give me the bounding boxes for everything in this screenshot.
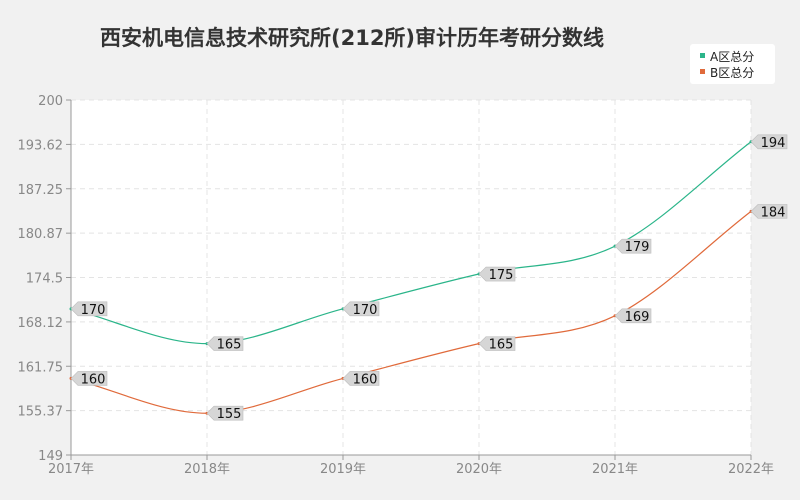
data-label: 165	[489, 338, 514, 353]
data-label-box	[750, 204, 788, 219]
legend-swatch	[700, 53, 705, 58]
data-label: 184	[761, 205, 786, 220]
y-tick-label: 180.87	[18, 227, 64, 242]
x-tick-label: 2019年	[320, 462, 366, 477]
data-label: 179	[625, 240, 650, 255]
data-label-box	[478, 336, 516, 351]
data-label-box	[750, 134, 788, 150]
y-tick-label: 200	[38, 94, 63, 109]
x-tick-label: 2017年	[48, 462, 94, 477]
series-line-a	[70, 141, 752, 345]
data-label-box	[206, 336, 244, 351]
legend-label: B区总分	[710, 66, 754, 80]
data-label: 169	[625, 310, 650, 325]
x-tick-label: 2021年	[592, 462, 638, 477]
data-label-box	[342, 371, 380, 386]
chart-title: 西安机电信息技术研究所(212所)审计历年考研分数线	[100, 26, 605, 50]
y-tick-label: 193.62	[18, 138, 64, 153]
data-label: 160	[81, 372, 106, 387]
legend-label: A区总分	[710, 50, 754, 64]
data-label-box	[70, 371, 108, 386]
legend-box	[690, 44, 775, 84]
data-label-box	[614, 308, 652, 324]
data-label: 155	[217, 407, 242, 422]
y-tick-label: 149	[38, 449, 63, 464]
x-tick-label: 2018年	[184, 462, 230, 477]
y-tick-label: 187.25	[18, 183, 64, 198]
data-label-box	[478, 266, 516, 282]
x-tick-label: 2020年	[456, 462, 502, 477]
data-label: 160	[353, 372, 378, 387]
data-label: 170	[353, 303, 378, 318]
y-tick-label: 168.12	[18, 316, 64, 331]
data-label-box	[206, 405, 244, 421]
data-label: 194	[761, 136, 786, 151]
data-label: 175	[489, 268, 514, 283]
data-label: 165	[217, 338, 242, 353]
x-tick-label: 2022年	[728, 462, 774, 477]
data-label-box	[342, 301, 380, 317]
y-tick-label: 174.5	[26, 272, 63, 287]
y-tick-label: 155.37	[18, 405, 64, 420]
data-label-box	[614, 238, 652, 254]
data-label-box	[70, 301, 108, 317]
data-label: 170	[81, 303, 106, 318]
series-line-b	[70, 210, 752, 414]
plot-area	[71, 100, 751, 455]
y-tick-label: 161.75	[18, 360, 64, 375]
legend-swatch	[700, 69, 705, 74]
